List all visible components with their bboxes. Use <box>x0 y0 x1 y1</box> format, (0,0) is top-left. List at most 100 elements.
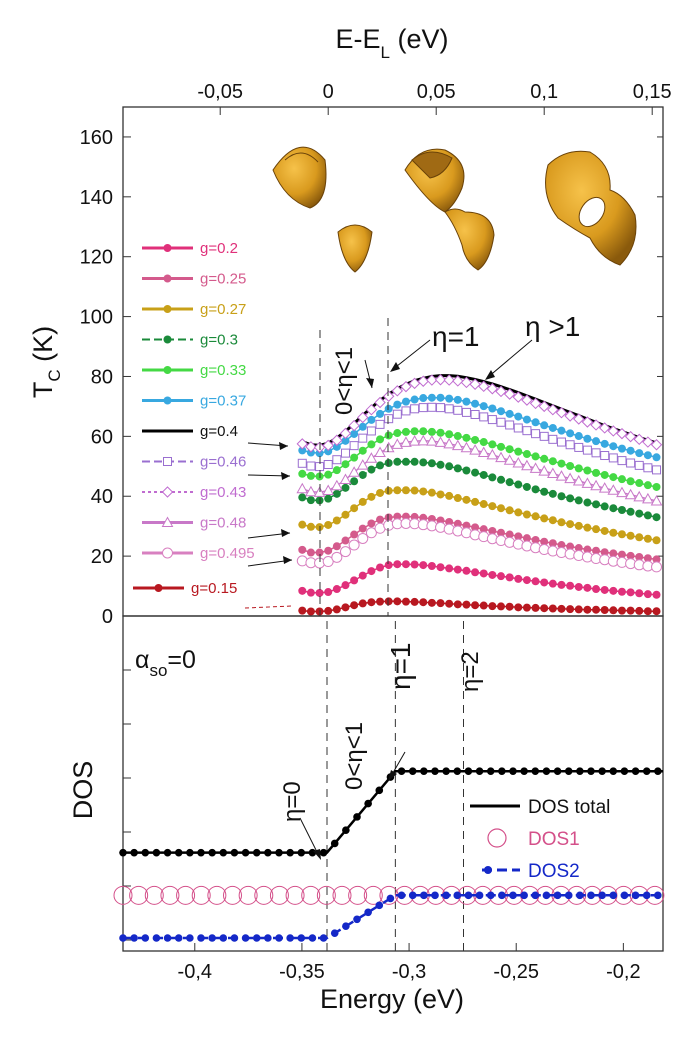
data-point-g-0-43 <box>529 397 542 410</box>
data-point-g-0-37 <box>548 423 557 432</box>
data-point-g-0-15 <box>324 606 333 615</box>
data-point-g-0-15 <box>393 597 402 606</box>
data-point-g-0-33 <box>427 427 436 436</box>
data-point-g-0-37 <box>617 444 626 453</box>
data-point-g-0-37 <box>626 446 635 455</box>
legend-marker-g-0-27 <box>163 305 172 313</box>
data-point-g-0-2 <box>393 560 402 569</box>
data-point-g-0-3 <box>548 489 557 498</box>
data-point-g-0-48 <box>546 467 559 478</box>
data-point-dos2 <box>230 934 239 942</box>
data-point-g-0-33 <box>609 473 618 482</box>
data-point-dos2 <box>174 934 183 942</box>
data-point-g-0-46 <box>470 409 480 419</box>
data-point-g-0-3 <box>445 462 454 471</box>
data-point-g-0-27 <box>514 508 523 517</box>
data-point-dos-total <box>642 767 651 775</box>
data-point-dos-total <box>531 767 540 775</box>
data-point-g-0-27 <box>436 490 445 499</box>
bottom-tick-label: -0,4 <box>178 961 212 983</box>
data-point-g-0-27 <box>453 494 462 503</box>
data-point-g-0-33 <box>358 446 367 455</box>
data-point-dos2 <box>531 891 540 900</box>
data-point-g-0-48 <box>400 436 412 447</box>
data-point-dos2 <box>620 891 629 900</box>
data-point-dos2 <box>498 891 506 900</box>
data-point-g-0-27 <box>626 531 635 540</box>
data-point-g-0-25 <box>531 535 540 544</box>
data-point-dos-total <box>286 848 294 857</box>
data-point-g-0-43 <box>521 394 533 406</box>
data-point-g-0-33 <box>583 466 592 475</box>
data-point-g-0-2 <box>384 561 393 570</box>
data-point-g-0-15 <box>471 601 480 610</box>
data-point-dos-total <box>442 767 450 775</box>
data-point-dos-total <box>208 848 216 857</box>
data-point-g-0-37 <box>384 404 393 413</box>
data-point-g-0-46 <box>652 465 662 475</box>
data-point-g-0-3 <box>609 504 618 513</box>
data-point-g-0-25 <box>479 525 488 534</box>
data-point-g-0-15 <box>410 597 419 606</box>
data-point-g-0-2 <box>557 580 566 589</box>
data-point-dos2 <box>431 891 439 900</box>
data-point-g-0-46 <box>574 442 584 452</box>
data-point-g-0-48 <box>417 434 430 446</box>
data-point-g-0-2 <box>401 560 410 569</box>
data-point-g-0-37 <box>574 432 583 441</box>
data-point-g-0-15 <box>436 599 445 608</box>
data-point-dos-total <box>152 848 161 857</box>
data-point-g-0-46 <box>453 405 463 415</box>
legend-pointer-arrowhead <box>283 556 292 564</box>
data-point-dos1 <box>223 885 242 905</box>
data-point-dos1 <box>160 885 180 905</box>
data-point-g-0-15 <box>566 605 575 614</box>
data-point-g-0-3 <box>376 461 385 470</box>
data-point-dos-total <box>654 767 662 775</box>
data-point-g-0-2 <box>427 561 436 570</box>
data-point-g-0-48 <box>469 444 481 455</box>
data-point-g-0-43 <box>486 383 499 395</box>
data-point-g-0-43 <box>469 378 481 390</box>
data-point-g-0-3 <box>350 477 359 486</box>
data-point-g-0-25 <box>600 548 609 557</box>
data-point-dos2 <box>442 891 450 900</box>
legend-label-g-0-48: g=0.48 <box>200 515 246 532</box>
data-point-dos2 <box>197 934 205 942</box>
data-point-g-0-27 <box>367 492 376 501</box>
data-point-g-0-27 <box>479 500 488 509</box>
alpha-so-label: αso=0 <box>135 646 196 680</box>
data-point-dos2 <box>319 934 328 942</box>
y-tick-label: 120 <box>80 247 113 269</box>
data-point-g-0-25 <box>505 530 514 539</box>
data-point-g-0-43 <box>607 425 620 437</box>
top-axis-title: E-EL (eV) <box>336 24 449 62</box>
data-point-g-0-25 <box>471 523 480 532</box>
legend-label-dos1: DOS1 <box>528 829 580 850</box>
data-point-g-0-46 <box>427 402 437 412</box>
data-point-g-0-48 <box>581 477 594 488</box>
data-point-dos2 <box>353 915 361 924</box>
data-point-g-0-2 <box>531 577 540 586</box>
data-point-g-0-25 <box>626 551 635 560</box>
data-point-g-0-48 <box>374 446 386 458</box>
data-point-dos2 <box>330 929 339 937</box>
data-point-dos2 <box>219 934 228 942</box>
data-point-g-0-37 <box>453 395 462 404</box>
data-point-g-0-48 <box>339 473 352 484</box>
data-point-g-0-33 <box>566 461 575 470</box>
data-point-g-0-15 <box>574 605 583 614</box>
data-point-g-0-37 <box>600 439 609 448</box>
legend-label-g-0-3: g=0.3 <box>200 332 238 349</box>
data-point-dos2 <box>308 934 317 942</box>
data-point-dos-total <box>119 848 127 857</box>
data-point-g-0-46 <box>479 412 489 422</box>
data-point-g-0-2 <box>600 585 609 594</box>
data-point-g-0-33 <box>540 454 549 463</box>
data-point-g-0-33 <box>324 470 333 479</box>
data-point-g-0-2 <box>505 573 514 582</box>
data-point-g-0-48 <box>572 474 585 486</box>
data-point-dos-total <box>230 848 239 857</box>
data-point-g-0-3 <box>652 513 661 522</box>
data-point-g-0-37 <box>609 442 618 451</box>
